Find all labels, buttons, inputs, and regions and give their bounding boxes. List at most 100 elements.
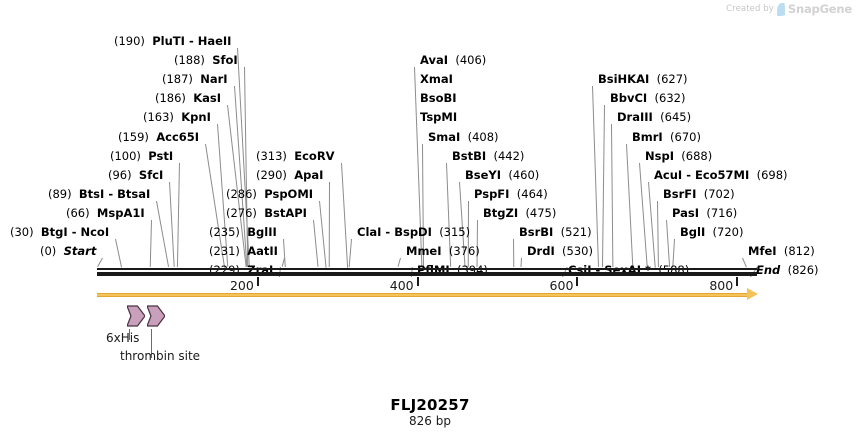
enzyme-label[interactable]: XmaI [420,73,453,85]
enzyme-position: (96) [108,167,132,182]
enzyme-label[interactable]: (30) BtgI - NcoI [10,226,109,238]
feature-label-6xhis: 6xHis [106,331,140,345]
enzyme-position: (163) [143,110,174,125]
enzyme-label[interactable]: (66) MspA1I [66,207,145,219]
enzyme-label[interactable]: ClaI - BspDI (315) [357,226,470,238]
enzyme-label[interactable]: End (826) [756,264,819,276]
ruler-tick-label: 400 [389,278,414,293]
enzyme-position: (530) [562,244,593,259]
enzyme-label[interactable]: AcuI - Eco57MI (698) [654,169,788,181]
enzyme-name: NarI [200,72,228,87]
enzyme-label[interactable]: (231) AatII [209,245,278,257]
enzyme-label[interactable]: DrdI (530) [527,245,593,257]
enzyme-position: (186) [155,91,186,106]
enzyme-label[interactable]: (313) EcoRV [256,150,335,162]
enzyme-label[interactable]: (89) BtsI - BtsaI [48,188,150,200]
enzyme-label[interactable]: DraIII (645) [617,111,691,123]
enzyme-position: (826) [787,263,819,278]
enzyme-label[interactable]: SmaI (408) [428,131,499,143]
enzyme-name: MmeI [406,244,442,259]
enzyme-label[interactable]: (163) KpnI [143,111,211,123]
ruler-tick-label: 600 [549,278,574,293]
enzyme-name: BsoBI [420,91,457,106]
enzyme-name: MfeI [748,244,777,259]
enzyme-label[interactable]: (188) SfoI [174,54,238,66]
enzyme-name: SmaI [428,129,461,144]
enzyme-position: (235) [209,225,240,239]
enzyme-name: Acc65I [156,129,200,144]
enzyme-position: (100) [110,148,141,163]
enzyme-label[interactable]: TspMI [420,111,457,123]
enzyme-label[interactable]: BbvCI (632) [610,92,685,104]
enzyme-label[interactable]: (100) PstI [110,150,173,162]
enzyme-position: (376) [448,244,480,259]
enzyme-name: NcoI [80,225,110,239]
enzyme-label[interactable]: (159) Acc65I [118,131,199,143]
enzyme-label[interactable]: (190) PluTI - HaeII [114,35,231,47]
enzyme-label[interactable]: BseYI (460) [465,169,539,181]
enzyme-position: (313) [256,148,287,163]
enzyme-label[interactable]: (96) SfcI [108,169,163,181]
enzyme-name: DrdI [527,244,555,259]
enzyme-name: BsiHKAI [598,72,650,87]
enzyme-label[interactable]: BmrI (670) [632,131,701,143]
enzyme-label[interactable]: (290) ApaI [256,169,323,181]
enzyme-name: ClaI [357,225,382,239]
enzyme-position: (645) [660,110,692,125]
enzyme-position: (188) [174,53,205,68]
enzyme-label[interactable]: BsrBI (521) [519,226,592,238]
label-separator: - [67,225,81,239]
enzyme-name: KpnI [181,110,211,125]
enzyme-position: (627) [656,72,688,87]
enzyme-position: (286) [226,186,257,201]
enzyme-name: BbvCI [610,91,648,106]
enzyme-label[interactable]: (276) BstAPI [226,207,307,219]
enzyme-name: XmaI [420,72,453,87]
enzyme-name: BsrFI [663,186,697,201]
label-separator: - [381,225,395,239]
enzyme-name: BtsaI [117,186,151,201]
enzyme-name: DraIII [617,110,653,125]
feature-arrow-6xhis[interactable] [126,303,145,329]
enzyme-label[interactable]: AvaI (406) [420,54,486,66]
enzyme-label[interactable]: MfeI (812) [748,245,815,257]
enzyme-label[interactable]: (286) PspOMI [226,188,313,200]
backbone-arrowhead [747,288,758,300]
ruler-upper-line [97,268,757,270]
enzyme-name: TspMI [420,110,458,125]
enzyme-label[interactable]: (186) KasI [155,92,221,104]
enzyme-label[interactable]: (0) Start [40,245,96,257]
enzyme-label[interactable]: MmeI (376) [406,245,480,257]
ruler-tick-mark [736,277,739,286]
enzyme-label[interactable]: BsoBI [420,92,457,104]
enzyme-name: BspDI [394,225,432,239]
enzyme-name: BseYI [465,167,502,182]
enzyme-label[interactable]: (187) NarI [162,73,228,85]
enzyme-label[interactable]: PspFI (464) [474,188,548,200]
feature-leader-line-6xhis [128,329,130,340]
enzyme-label[interactable]: BstBI (442) [452,150,524,162]
enzyme-label[interactable]: BsiHKAI (627) [598,73,688,85]
enzyme-label[interactable]: BsrFI (702) [663,188,735,200]
enzyme-name: End [756,263,781,278]
enzyme-name: PstI [148,148,174,163]
enzyme-name: Eco57MI [694,167,750,182]
enzyme-label[interactable]: NspI (688) [645,150,712,162]
enzyme-name: BmrI [632,129,663,144]
watermark-brand-label: SnapGene [787,2,852,16]
enzyme-label[interactable]: PasI (716) [672,207,737,219]
enzyme-name: BstBI [452,148,487,163]
enzyme-label[interactable]: (235) BglII [209,226,277,238]
enzyme-position: (464) [516,186,548,201]
enzyme-label[interactable]: BglI (720) [680,226,743,238]
enzyme-name: PspFI [474,186,510,201]
ruler-tick-label: 200 [229,278,254,293]
enzyme-position: (670) [670,129,701,144]
enzyme-position: (442) [493,148,525,163]
enzyme-position: (720) [712,225,744,239]
feature-leader-line-thrombin [150,329,152,358]
feature-arrow-thrombin-site[interactable] [146,303,165,329]
enzyme-label[interactable]: BtgZI (475) [483,207,556,219]
snapgene-leaf-icon [776,2,785,16]
watermark-created-by-label: Created by [726,4,774,14]
